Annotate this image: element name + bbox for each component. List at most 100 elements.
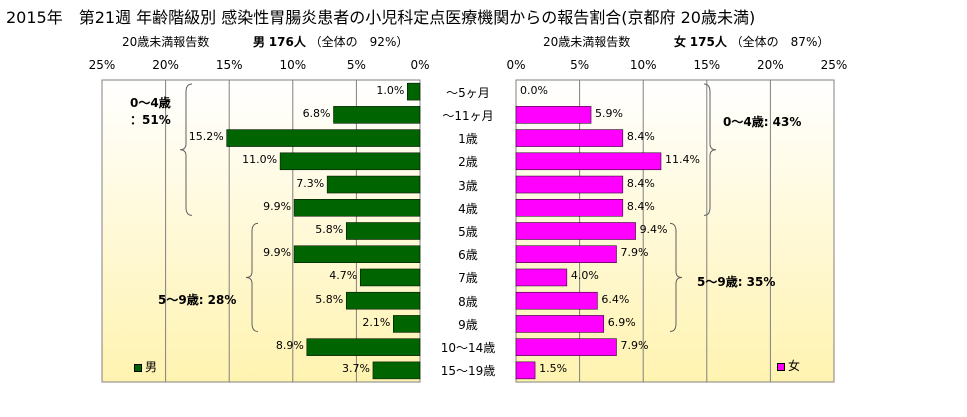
- male-bar: [407, 82, 421, 101]
- male-data-label: 8.9%: [275, 339, 304, 353]
- male-legend-swatch: [134, 363, 142, 372]
- male-0-4-group-label: 0～4歳: [130, 96, 171, 110]
- age-category-label: ～5ヶ月: [446, 85, 490, 100]
- male-bar: [333, 106, 421, 124]
- female-x-tick-label: 20%: [757, 58, 784, 72]
- male-bar: [306, 338, 421, 356]
- female-bar: [515, 291, 598, 310]
- male-data-label: 5.8%: [315, 223, 344, 236]
- female-bar: [515, 338, 617, 356]
- male-data-label: 11.0%: [242, 153, 278, 167]
- male-bar: [359, 268, 421, 287]
- female-data-label: 7.9%: [620, 339, 649, 353]
- male-legend: 男: [134, 358, 157, 375]
- female-data-label: 5.9%: [595, 106, 623, 120]
- female-data-label: 1.5%: [539, 362, 568, 376]
- female-0-4-group-label: 0～4歳: 43%: [723, 115, 802, 129]
- male-bar: [393, 315, 421, 333]
- female-x-tick-label: 25%: [820, 58, 848, 72]
- male-data-label: 2.1%: [362, 315, 391, 329]
- right-header: 20歳未満報告数 女 175人 （全体の 87%）: [543, 33, 829, 50]
- right-header-sex: 女: [673, 35, 686, 49]
- female-data-label: 9.4%: [639, 223, 668, 236]
- left-header-subtitle: 20歳未満報告数: [122, 35, 210, 49]
- male-data-label: 1.0%: [376, 83, 405, 97]
- male-bar: [293, 245, 421, 263]
- female-5-9-brace: [669, 222, 683, 333]
- female-data-label: 6.4%: [601, 292, 630, 306]
- age-category-label: 4歳: [458, 201, 478, 216]
- male-bar: [326, 175, 421, 194]
- female-legend-text: 女: [788, 359, 801, 373]
- male-data-label: 4.7%: [329, 269, 358, 283]
- male-bar: [345, 222, 421, 240]
- age-category-label: 2歳: [458, 155, 478, 170]
- female-x-tick-label: 5%: [570, 58, 590, 72]
- female-data-label: 8.4%: [626, 130, 655, 144]
- male-data-label: 7.3%: [296, 176, 325, 190]
- male-x-tick-label: 15%: [215, 58, 243, 72]
- male-bar: [279, 152, 421, 171]
- female-bar: [515, 315, 605, 333]
- male-bar: [226, 129, 421, 147]
- male-5-9-brace: [245, 222, 259, 333]
- age-category-label: 6歳: [458, 248, 478, 263]
- age-category-label: 3歳: [458, 178, 478, 193]
- female-data-label: 11.4%: [665, 153, 700, 167]
- male-0-4-group-share: ：51%: [130, 113, 171, 127]
- male-legend-text: 男: [145, 360, 158, 374]
- female-legend-swatch: [777, 362, 785, 371]
- male-bar: [345, 291, 421, 310]
- female-data-label: 7.9%: [620, 246, 649, 260]
- female-bar: [515, 106, 592, 124]
- male-data-label: 15.2%: [188, 130, 224, 144]
- age-category-label: 10～14歳: [440, 341, 496, 356]
- male-data-label: 9.9%: [263, 246, 292, 260]
- male-5-9-group-label: 5～9歳: 28%: [158, 293, 237, 307]
- male-0-4-brace: [179, 83, 193, 216]
- female-bar: [515, 245, 617, 263]
- left-header-sex: 男: [252, 35, 265, 49]
- female-bar: [515, 129, 624, 147]
- male-bar: [293, 199, 421, 217]
- left-header: 20歳未満報告数 男 176人 （全体の 92%）: [122, 33, 408, 50]
- female-bar: [515, 222, 636, 240]
- male-data-label: 5.8%: [315, 292, 344, 306]
- left-header-count: 176人: [268, 35, 306, 49]
- age-category-label: 8歳: [458, 294, 478, 309]
- male-x-tick-label: 5%: [346, 58, 366, 72]
- female-5-9-group-label: 5～9歳: 35%: [697, 275, 776, 289]
- left-header-note: （全体の 92%）: [309, 35, 409, 49]
- female-x-tick-label: 0%: [506, 58, 526, 72]
- male-x-tick-label: 25%: [88, 58, 116, 72]
- male-data-label: 3.7%: [341, 362, 370, 376]
- chart-title: 2015年 第21週 年齢階級別 感染性胃腸炎患者の小児科定点医療機関からの報告…: [6, 8, 756, 27]
- male-data-label: 9.9%: [263, 199, 292, 213]
- male-data-label: 6.8%: [302, 106, 331, 120]
- age-category-label: 7歳: [458, 271, 478, 286]
- male-x-tick-label: 0%: [410, 58, 430, 72]
- female-data-label: 8.4%: [626, 176, 655, 190]
- right-header-count: 175人: [689, 35, 727, 49]
- female-bar: [515, 268, 568, 287]
- age-category-label: 9歳: [458, 317, 478, 332]
- female-x-tick-label: 15%: [693, 58, 721, 72]
- female-bar: [515, 152, 662, 171]
- female-data-label: 0.0%: [520, 83, 548, 97]
- age-category-label: ～11ヶ月: [442, 108, 494, 123]
- right-header-subtitle: 20歳未満報告数: [543, 35, 631, 49]
- male-x-tick-label: 20%: [152, 58, 179, 72]
- female-data-label: 8.4%: [626, 199, 655, 213]
- male-x-tick-label: 10%: [279, 58, 307, 72]
- female-0-4-brace: [703, 83, 717, 216]
- age-category-label: 15～19歳: [440, 364, 496, 379]
- female-x-tick-label: 10%: [629, 58, 657, 72]
- female-data-label: 6.9%: [607, 315, 636, 329]
- female-bar: [515, 361, 536, 380]
- right-header-note: （全体の 87%）: [730, 35, 830, 49]
- age-category-label: 1歳: [458, 132, 478, 147]
- female-bar: [515, 175, 624, 194]
- female-bar: [515, 199, 624, 217]
- male-bar: [372, 361, 421, 380]
